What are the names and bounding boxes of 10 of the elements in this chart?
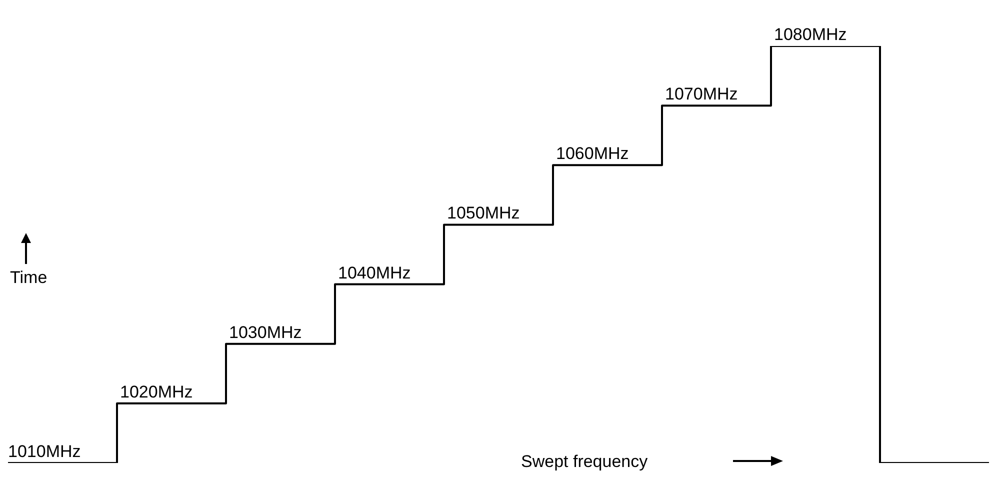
data-label: 1070MHz [665, 84, 738, 104]
data-label: 1060MHz [556, 144, 629, 164]
data-label: 1010MHz [8, 442, 81, 461]
x-axis-title: Swept frequency [521, 452, 648, 472]
data-label: 1020MHz [120, 382, 193, 402]
y-axis-title: Time [10, 268, 48, 288]
data-label: 1030MHz [229, 322, 302, 342]
data-label: 1050MHz [447, 204, 520, 223]
data-label: 1080MHz [774, 25, 847, 44]
data-label: 1040MHz [338, 263, 411, 282]
